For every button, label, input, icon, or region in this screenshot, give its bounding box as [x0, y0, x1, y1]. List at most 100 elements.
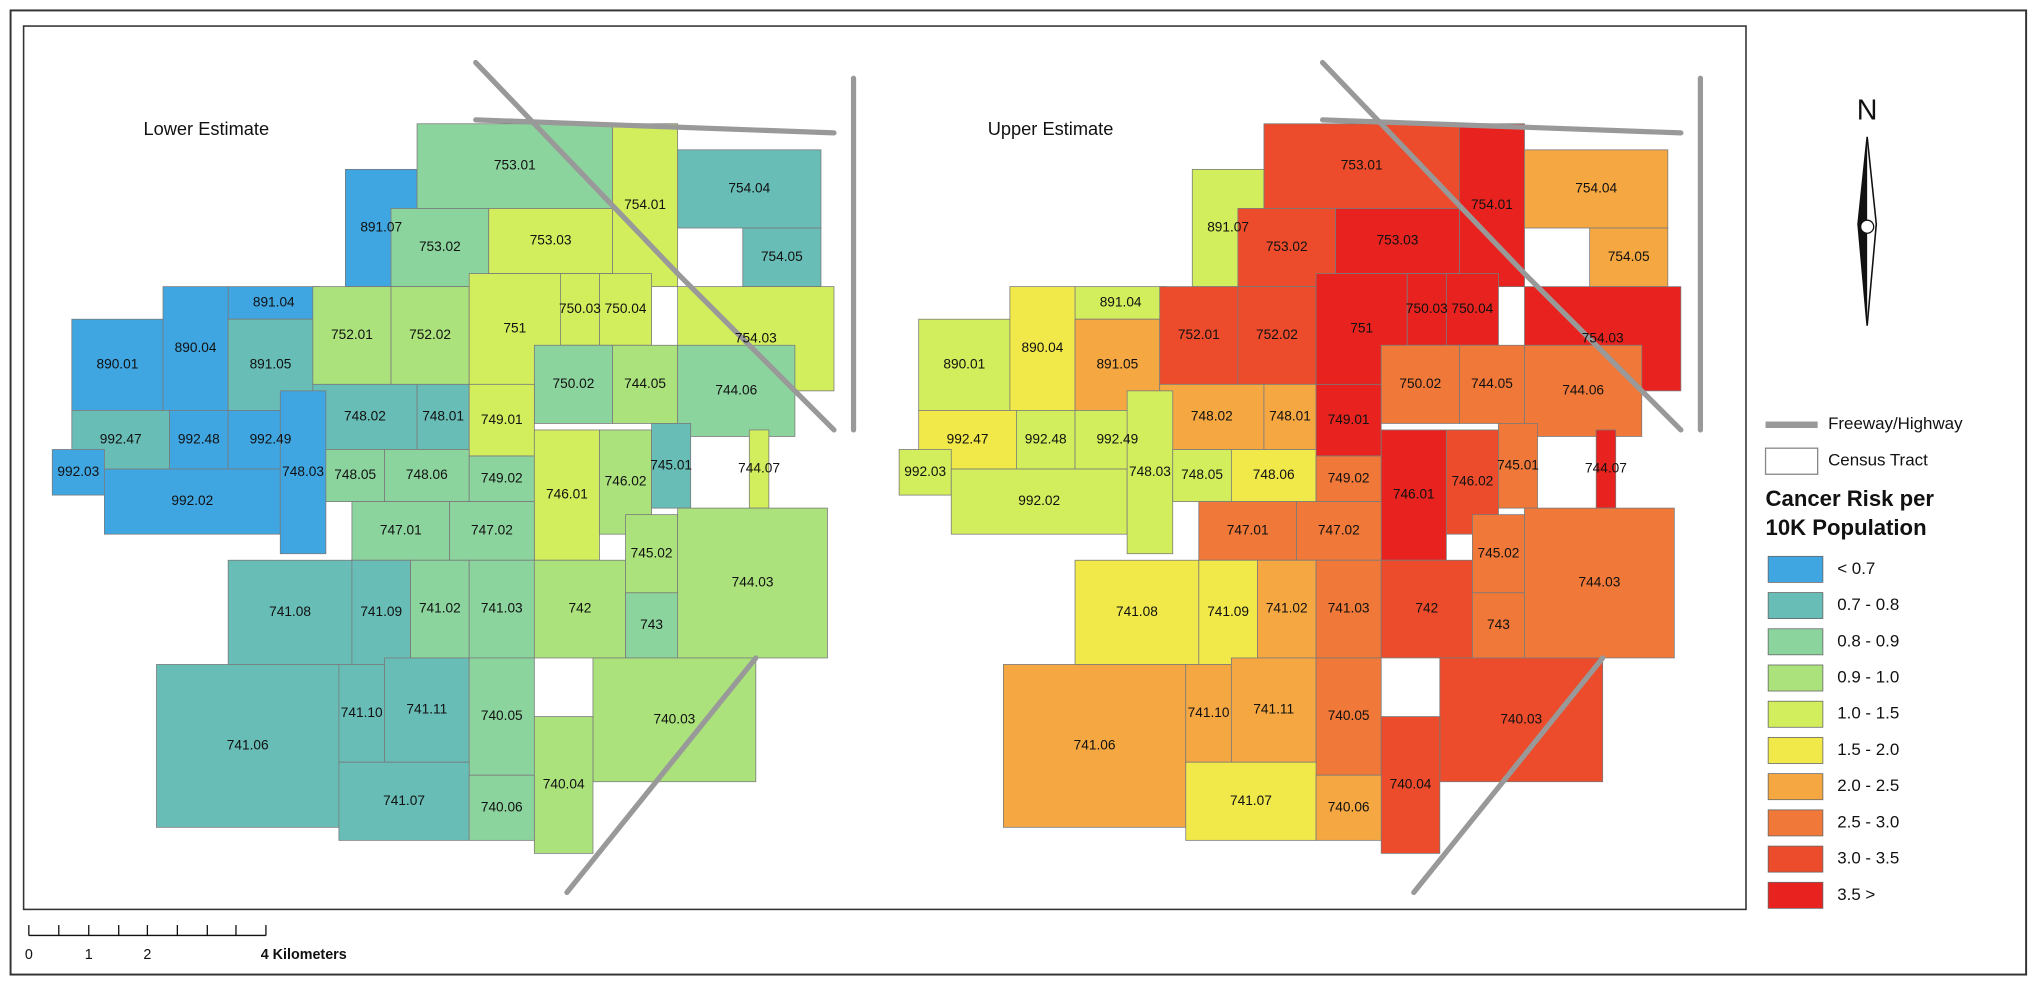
census-tract — [1380, 559, 1473, 659]
tract-label: 754.04 — [1575, 181, 1617, 196]
tract-label: 992.02 — [171, 493, 213, 508]
tract-label: 748.05 — [1181, 467, 1223, 482]
legend-label: 2.0 - 2.5 — [1837, 776, 1899, 795]
census-tract — [468, 774, 535, 841]
census-tract — [599, 273, 652, 346]
tract-label: 741.09 — [360, 604, 402, 619]
census-tract — [338, 761, 470, 841]
census-tract — [677, 149, 822, 229]
legend-swatch — [1767, 628, 1824, 656]
census-tract — [1315, 774, 1382, 841]
tract-label: 891.04 — [1100, 295, 1142, 310]
census-tract — [1198, 559, 1258, 665]
tract-label: 748.05 — [334, 467, 376, 482]
tract-label: 992.47 — [100, 431, 142, 446]
tract-label: 741.07 — [383, 793, 425, 808]
tract-label: 749.01 — [481, 412, 523, 427]
tract-label: 751 — [1350, 321, 1373, 336]
tract-label: 891.07 — [1207, 220, 1249, 235]
tract-label: 740.05 — [481, 708, 523, 723]
legend-swatch — [1767, 845, 1824, 873]
legend-swatch — [1767, 773, 1824, 801]
tract-label: 753.02 — [419, 239, 461, 254]
tract-label: 744.05 — [1471, 376, 1513, 391]
north-arrow-center — [1860, 219, 1875, 234]
tract-label: 748.01 — [422, 409, 464, 424]
freeway — [564, 655, 759, 896]
tract-label: 745.02 — [1478, 545, 1520, 560]
census-tract — [1472, 514, 1525, 594]
tract-label: 740.06 — [1328, 799, 1370, 814]
legend-label: < 0.7 — [1837, 559, 1875, 578]
census-tract — [384, 657, 470, 763]
tract-label: 745.01 — [1497, 457, 1539, 472]
tract-label: 740.05 — [1328, 708, 1370, 723]
tract-label: 746.02 — [1451, 474, 1493, 489]
tract-label: 741.03 — [1328, 601, 1370, 616]
tract-label: 992.49 — [1096, 431, 1138, 446]
census-tract — [1380, 429, 1447, 561]
tract-label: 749.02 — [1328, 470, 1370, 485]
census-tract — [559, 273, 600, 346]
census-tract — [533, 429, 600, 561]
tract-label: 744.07 — [1585, 461, 1627, 476]
legend-swatch — [1767, 809, 1824, 837]
census-tract — [351, 501, 451, 561]
census-tract — [169, 410, 229, 470]
tract-label: 745.01 — [650, 457, 692, 472]
scale-bar: 0 1 2 4 Kilometers — [25, 925, 347, 963]
legend-label: 2.5 - 3.0 — [1837, 812, 1899, 831]
tract-label: 754.05 — [1608, 249, 1650, 264]
tract-label: 992.03 — [904, 464, 946, 479]
legend-swatch — [1767, 592, 1824, 619]
tract-label: 744.06 — [1562, 382, 1604, 397]
legend-swatch — [1767, 881, 1824, 909]
tract-label: 752.02 — [1256, 327, 1298, 342]
census-tract — [1263, 123, 1460, 209]
legend-swatch — [1767, 700, 1824, 728]
map-title: Upper Estimate — [988, 118, 1114, 139]
tract-label: 741.08 — [269, 604, 311, 619]
census-tract — [1172, 449, 1232, 502]
legend-box — [1764, 447, 1819, 475]
legend-label: 0.7 - 0.8 — [1837, 595, 1899, 614]
tract-label: 750.03 — [1406, 301, 1448, 316]
tract-label: 746.01 — [1393, 487, 1435, 502]
legend-label: 1.5 - 2.0 — [1837, 740, 1899, 759]
tract-label: 753.01 — [1341, 158, 1383, 173]
tract-label: 747.02 — [1318, 523, 1360, 538]
scale-label: 4 Kilometers — [261, 947, 347, 963]
census-tract — [533, 559, 626, 659]
tract-label: 750.04 — [1451, 301, 1493, 316]
tract-label: 891.05 — [1096, 356, 1138, 371]
tract-label: 754.04 — [728, 181, 770, 196]
tract-label: 746.02 — [605, 474, 647, 489]
tract-label: 740.04 — [1390, 777, 1432, 792]
tract-label: 754.01 — [1471, 197, 1513, 212]
tract-label: 744.07 — [738, 461, 780, 476]
tract-label: 750.03 — [559, 301, 601, 316]
map-panel: 891.07 753.01 754.01 754.04 754.05 753.02 753.… — [51, 59, 857, 896]
tract-label: 754.03 — [735, 330, 777, 345]
tract-label: 750.04 — [605, 301, 647, 316]
tract-label: 744.05 — [624, 376, 666, 391]
tract-label: 748.02 — [344, 409, 386, 424]
legend-label: 1.0 - 1.5 — [1837, 704, 1899, 723]
tract-label: 741.06 — [1074, 738, 1116, 753]
legend-label: 0.8 - 0.9 — [1837, 631, 1899, 650]
tract-label: 741.11 — [406, 702, 447, 717]
tract-label: 890.01 — [96, 356, 138, 371]
tract-label: 743 — [640, 617, 663, 632]
census-tract — [51, 449, 105, 496]
tract-label: 749.02 — [481, 470, 523, 485]
tract-label: 752.02 — [409, 327, 451, 342]
census-tract — [1524, 507, 1675, 659]
census-tract — [612, 344, 679, 424]
census-tract — [1185, 761, 1317, 841]
tract-label: 740.04 — [543, 777, 585, 792]
tract-label: 747.01 — [380, 523, 422, 538]
tract-label: 748.06 — [406, 467, 448, 482]
census-tract — [1009, 286, 1076, 411]
tract-label: 745.02 — [631, 545, 673, 560]
